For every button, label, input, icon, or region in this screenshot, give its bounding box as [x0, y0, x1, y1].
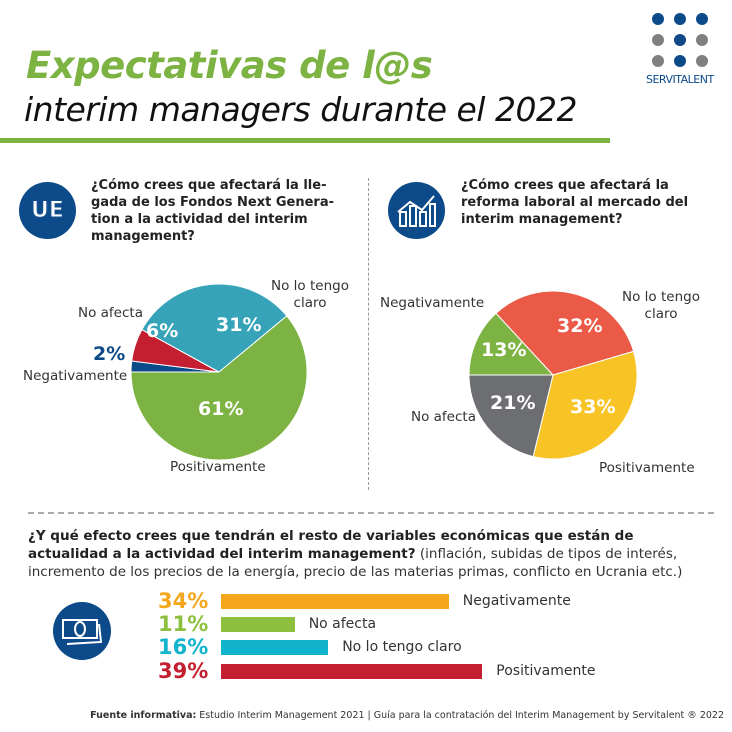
- q1-title-line: ¿Cómo crees que afectará la lle-: [91, 178, 327, 193]
- pie1-value-claro: 31%: [216, 314, 262, 336]
- bar-row: 39% Positivamente: [158, 659, 596, 683]
- pie1-value-no-afecta: 6%: [146, 320, 179, 342]
- servitalent-logo: SERVITALENT: [644, 10, 724, 86]
- footer-source: Fuente informativa: Estudio Interim Mana…: [0, 710, 724, 721]
- logo-dots-icon: [652, 13, 708, 67]
- pie2-value-negativamente: 13%: [481, 339, 527, 361]
- pie1-label-positivamente: Positivamente: [170, 459, 266, 475]
- chart-growth-icon: [388, 182, 445, 239]
- pie2-label-negativamente: Negativamente: [380, 295, 485, 311]
- pie1-label-negativamente: Negativamente: [23, 368, 128, 384]
- q2-title-line: ¿Cómo crees que afectará la: [461, 178, 669, 193]
- pie-slice-no-lo-tengo-claro: [141, 283, 288, 373]
- pie1-value-positivamente: 61%: [198, 398, 244, 420]
- pie2-label-claro: No lo tengo claro: [622, 289, 700, 322]
- horizontal-divider: [28, 512, 714, 514]
- title-underline: [0, 138, 610, 143]
- pie-slice-no-lo-tengo-claro: [495, 290, 635, 376]
- pie-slice-positivamente: [532, 350, 638, 460]
- pie2-value-no-afecta: 21%: [490, 392, 536, 414]
- bar: [221, 616, 295, 632]
- bar-row: 11% No afecta: [158, 612, 377, 636]
- pie-slice-no-afecta: [468, 374, 554, 458]
- q1-title-line: tion a la actividad del interim: [91, 212, 308, 227]
- bar: [221, 639, 329, 655]
- q2-title: ¿Cómo crees que afectará la reforma labo…: [461, 177, 688, 228]
- pie-chart-reforma: [468, 290, 638, 460]
- bar-value: 34%: [158, 589, 209, 613]
- pie1-label-claro: No lo tengo claro: [271, 278, 349, 311]
- pie1-value-negativamente: 2%: [93, 343, 126, 365]
- bar-label: No lo tengo claro: [342, 639, 462, 655]
- bar-value: 11%: [158, 612, 209, 636]
- pie-slice-negativamente: [468, 312, 555, 376]
- bar-row: 34% Negativamente: [158, 589, 571, 613]
- q3-title-bold: ¿Y qué efecto crees que tendrán el resto…: [28, 528, 634, 562]
- q1-title: ¿Cómo crees que afectará la lle- gada de…: [91, 177, 334, 245]
- bar-label: Negativamente: [462, 593, 571, 609]
- title-line-1: Expectativas de l@s: [26, 44, 433, 87]
- pie1-label-no-afecta: No afecta: [78, 305, 143, 321]
- title-line-2: interim managers durante el 2022: [24, 90, 577, 129]
- money-icon: [53, 602, 111, 660]
- q3-title: ¿Y qué efecto crees que tendrán el resto…: [28, 527, 718, 581]
- money-bills-glyph: [62, 619, 103, 645]
- bar-label: No afecta: [308, 616, 377, 632]
- pie-chart-fondos: [130, 283, 308, 461]
- pie-slice-positivamente: [130, 315, 308, 461]
- q1-title-line: management?: [91, 229, 195, 244]
- ue-icon: UE: [19, 182, 76, 239]
- q3-title-detail: (inflación, subidas de tipos de interés,…: [28, 546, 683, 580]
- bar-row: 16% No lo tengo claro: [158, 635, 462, 659]
- pie2-value-positivamente: 33%: [570, 396, 616, 418]
- chart-growth-glyph: [397, 195, 436, 227]
- logo-text: SERVITALENT: [646, 73, 714, 86]
- bar-value: 16%: [158, 635, 209, 659]
- pie2-label-positivamente: Positivamente: [599, 460, 695, 476]
- q2-title-line: reforma laboral al mercado del: [461, 195, 689, 210]
- pie2-value-claro: 32%: [557, 315, 603, 337]
- q2-title-line: interim management?: [461, 212, 623, 227]
- bar: [221, 593, 449, 609]
- footer-source-text: Estudio Interim Management 2021 | Guía p…: [196, 710, 724, 721]
- footer-source-label: Fuente informativa:: [90, 710, 197, 721]
- bar-label: Positivamente: [496, 663, 596, 679]
- ue-icon-text: UE: [31, 198, 65, 224]
- pie2-label-no-afecta: No afecta: [411, 409, 476, 425]
- bar-value: 39%: [158, 659, 209, 683]
- vertical-divider: [368, 178, 369, 490]
- bar: [221, 663, 483, 679]
- q1-title-line: gada de los Fondos Next Genera-: [91, 195, 334, 210]
